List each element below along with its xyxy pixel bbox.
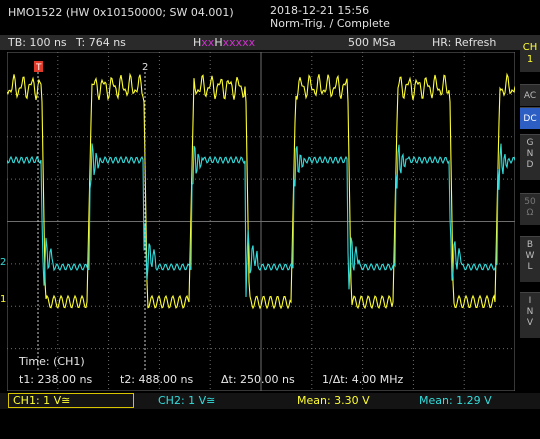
- bandwidth-limit-button[interactable]: B W L: [520, 236, 540, 282]
- cursor-t1: t1: 238.00 ns: [19, 373, 93, 386]
- trigger-status: Norm-Trig. / Complete: [270, 17, 390, 30]
- coupling-ac-button[interactable]: AC: [520, 84, 540, 106]
- cursor-source: Time: (CH1): [19, 355, 85, 368]
- channel-2-marker[interactable]: 2: [0, 257, 7, 268]
- device-info: HMO1522 (HW 0x10150000; SW 04.001): [8, 6, 234, 19]
- trigger-time[interactable]: T: 764 ns: [76, 36, 126, 49]
- channel-1-tab[interactable]: CH 1: [520, 40, 540, 72]
- acquisition-mode[interactable]: HR: Refresh: [432, 36, 497, 49]
- trigger-marker-label: T: [35, 63, 42, 73]
- cursor-2-label: 2: [142, 62, 148, 73]
- channel-2-scale[interactable]: CH2: 1 V≅: [158, 394, 216, 407]
- hx-x2: xxxxx: [222, 36, 256, 49]
- horizontal-indicator: HxxHxxxxx: [193, 36, 255, 49]
- coupling-gnd-button[interactable]: G N D: [520, 134, 540, 180]
- channel-status-bar: CH1: 1 V≅ CH2: 1 V≅ Mean: 3.30 V Mean: 1…: [0, 393, 540, 409]
- sample-rate: 500 MSa: [348, 36, 396, 49]
- grid: [7, 52, 515, 391]
- hx-x1: xx: [201, 36, 215, 49]
- cursor-t2: t2: 488.00 ns: [120, 373, 194, 386]
- impedance-50-button[interactable]: 50 Ω: [520, 193, 540, 225]
- timebase-bar: TB: 100 ns T: 764 ns HxxHxxxxx 500 MSa H…: [0, 35, 540, 50]
- hx-h2: H: [214, 36, 223, 49]
- channel-1-scale[interactable]: CH1: 1 V≅: [8, 393, 134, 408]
- channel-1-marker[interactable]: 1: [0, 294, 7, 305]
- channel-2-mean: Mean: 1.29 V: [419, 394, 492, 407]
- cursor-delta-t: Δt: 250.00 ns: [221, 373, 295, 386]
- datetime: 2018-12-21 15:56: [270, 4, 370, 17]
- coupling-dc-button[interactable]: DC: [520, 107, 540, 129]
- invert-button[interactable]: I N V: [520, 292, 540, 338]
- waveform-display[interactable]: T 2: [7, 52, 515, 391]
- channel-2-waveform: [7, 143, 515, 298]
- channel-1-waveform: [7, 72, 515, 310]
- cursor-frequency: 1/Δt: 4.00 MHz: [322, 373, 404, 386]
- channel-1-mean: Mean: 3.30 V: [297, 394, 370, 407]
- channel-label: CH 1: [522, 42, 538, 65]
- trigger-marker: [34, 61, 43, 72]
- timebase[interactable]: TB: 100 ns: [8, 36, 67, 49]
- hx-h1: H: [193, 36, 202, 49]
